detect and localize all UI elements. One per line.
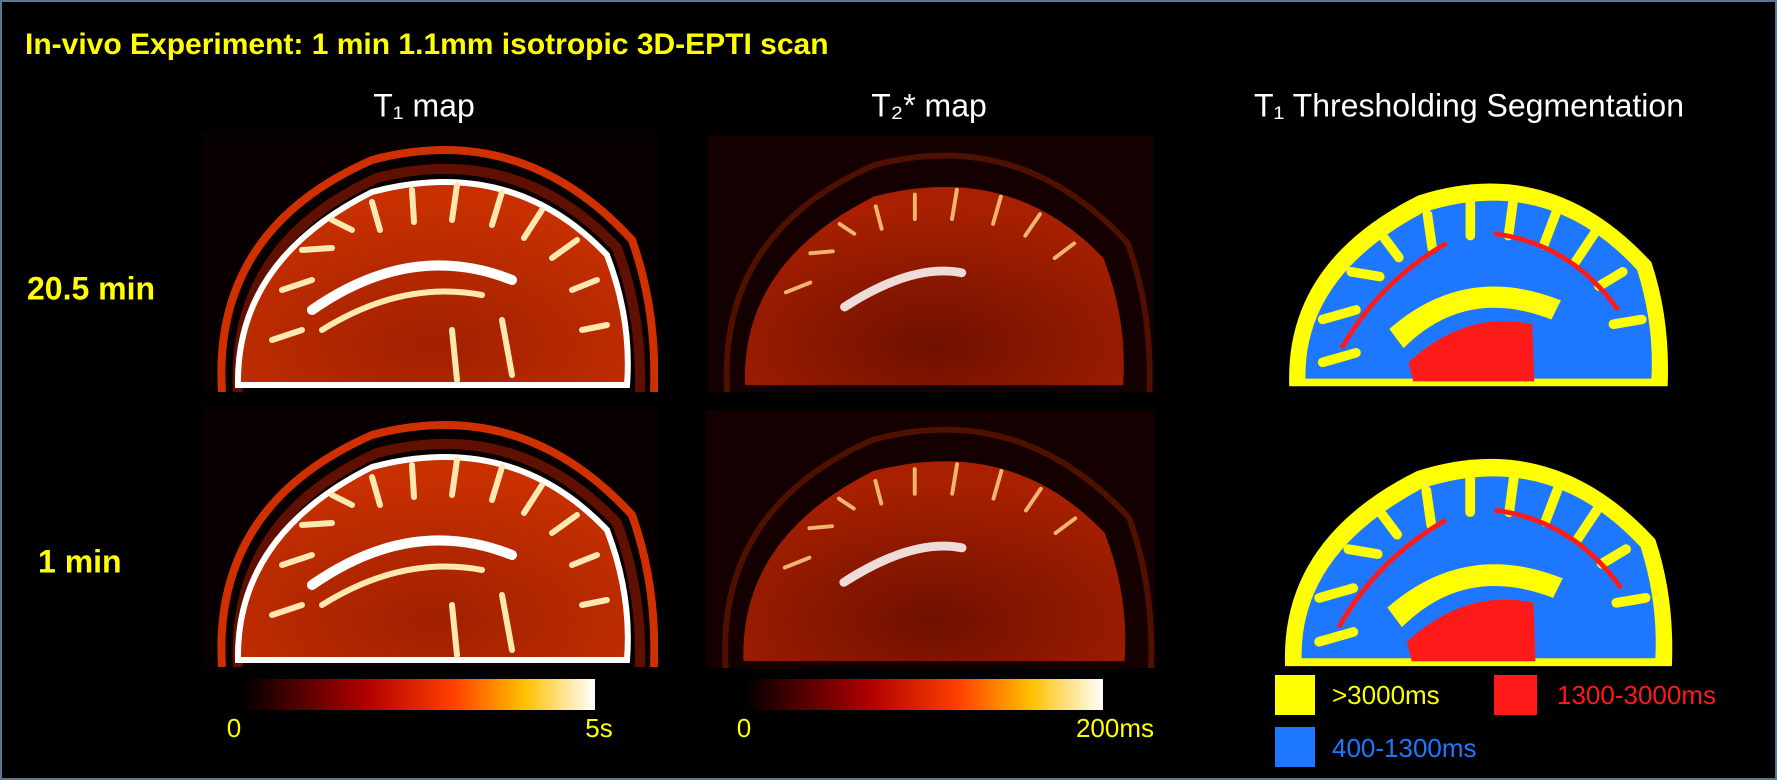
column-header: T₁ map [373,87,474,123]
legend-label: 400-1300ms [1332,733,1477,763]
colorbar [242,679,595,710]
row-label: 1 min [38,543,122,579]
legend-label: >3000ms [1332,680,1440,710]
colorbar [744,679,1103,710]
segmentation-image [1289,184,1668,387]
colorbar-max-label: 5s [585,713,612,743]
colorbar-max-label: 200ms [1076,713,1154,743]
legend-swatch [1275,727,1315,767]
t2star-map-image [708,136,1154,392]
legend-swatch [1494,675,1537,715]
legend-label: 1300-3000ms [1557,680,1716,710]
segmentation-image [1285,459,1672,666]
legend-swatch [1275,675,1315,715]
row-label: 20.5 min [27,270,155,306]
t1-map-image [202,405,658,667]
t2star-map-image [706,410,1155,668]
figure-title: In-vivo Experiment: 1 min 1.1mm isotropi… [25,28,829,61]
column-header: T₂* map [871,87,987,123]
column-header: T₁ Thresholding Segmentation [1254,87,1684,123]
t1-map-image [202,130,658,392]
colorbar-min-label: 0 [227,713,241,743]
colorbar-min-label: 0 [737,713,751,743]
